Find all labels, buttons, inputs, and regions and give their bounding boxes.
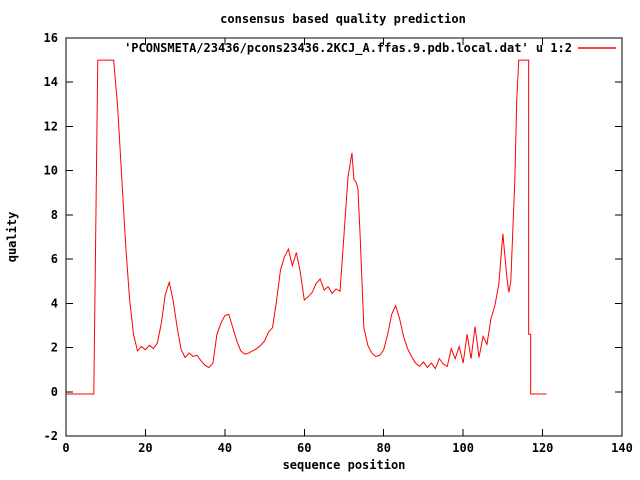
series-line bbox=[66, 59, 547, 395]
y-tick-label: 16 bbox=[44, 31, 58, 45]
plot-border bbox=[65, 37, 623, 437]
y-tick-label: 6 bbox=[51, 252, 58, 266]
axis-tick-labels: 0 20 40 60 80 100 120 140 -2 0 2 4 6 8 10 12 14 16 bbox=[44, 31, 633, 455]
x-tick-label: 20 bbox=[138, 441, 152, 455]
chart-title: consensus based quality prediction bbox=[220, 12, 466, 26]
y-tick-label: 4 bbox=[51, 296, 58, 310]
x-tick-label: 80 bbox=[376, 441, 390, 455]
x-tick-label: 100 bbox=[452, 441, 474, 455]
axis-ticks bbox=[65, 37, 623, 437]
y-tick-label: 8 bbox=[51, 208, 58, 222]
y-tick-label: 14 bbox=[44, 75, 58, 89]
x-tick-label: 140 bbox=[611, 441, 633, 455]
x-tick-label: 40 bbox=[218, 441, 232, 455]
x-tick-label: 60 bbox=[297, 441, 311, 455]
x-tick-label: 0 bbox=[62, 441, 69, 455]
y-tick-label: 12 bbox=[44, 119, 58, 133]
y-tick-label: 2 bbox=[51, 341, 58, 355]
x-axis-label: sequence position bbox=[283, 458, 406, 472]
y-axis-label: quality bbox=[5, 212, 19, 263]
y-tick-label: -2 bbox=[44, 429, 58, 443]
y-tick-label: 10 bbox=[44, 164, 58, 178]
legend-label: 'PCONSMETA/23436/pcons23436.2KCJ_A.ffas.… bbox=[124, 41, 572, 56]
y-tick-label: 0 bbox=[51, 385, 58, 399]
x-tick-label: 120 bbox=[532, 441, 554, 455]
